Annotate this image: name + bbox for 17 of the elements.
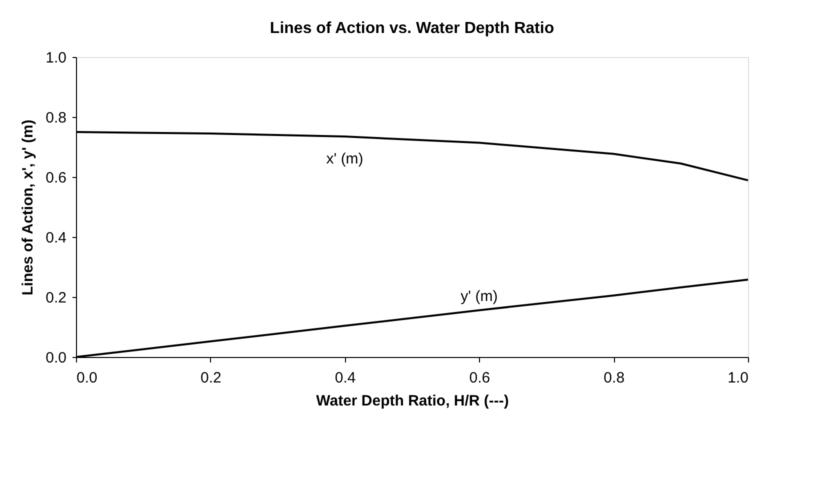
x-tick-label: 0.4 (334, 370, 356, 386)
chart-title: Lines of Action vs. Water Depth Ratio (270, 20, 554, 37)
x-tick-label: 1.0 (728, 370, 748, 386)
x-axis-title: Water Depth Ratio, H/R (---) (316, 392, 509, 410)
x-tick-label: 0.2 (200, 370, 222, 386)
y-axis-title: Lines of Action, x', y' (m) (20, 120, 37, 296)
y-tick-label: 0.0 (46, 350, 66, 366)
x-tick-label: 0.8 (604, 370, 625, 386)
y-tick-label: 0.6 (46, 170, 66, 186)
series-label: x' (m) (326, 150, 364, 168)
x-tick-label: 0.6 (469, 370, 490, 386)
series-label: y' (m) (460, 288, 498, 306)
x-tick-label: 0.0 (76, 370, 98, 386)
y-tick-label: 0.2 (46, 290, 66, 306)
y-tick-label: 0.4 (46, 230, 66, 246)
y-tick-label: 1.0 (46, 50, 66, 66)
y-tick-label: 0.8 (46, 110, 66, 126)
